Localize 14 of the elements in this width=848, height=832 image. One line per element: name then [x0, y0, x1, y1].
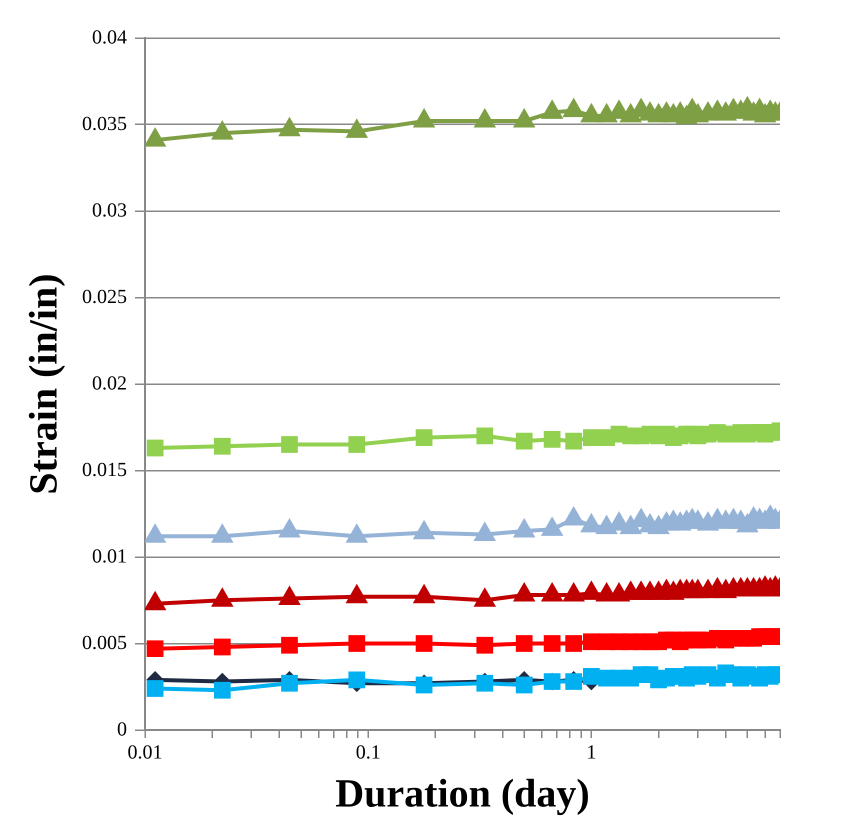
y-tick-label: 0.01 — [92, 545, 127, 568]
y-axis-title: Strain (in/in) — [20, 273, 66, 495]
x-axis-title: Duration (day) — [335, 770, 590, 816]
y-tick-label: 0.025 — [82, 286, 127, 308]
y-tick-label: 0.035 — [82, 112, 127, 135]
y-tick-label: 0 — [117, 718, 127, 740]
y-tick-label: 0.02 — [92, 372, 127, 394]
x-tick-label: 1 — [586, 741, 596, 764]
x-tick-label: 0.1 — [356, 741, 381, 764]
y-tick-label: 0.04 — [92, 26, 127, 48]
x-tick-label: 0.01 — [128, 741, 162, 764]
y-tick-label: 0.005 — [82, 632, 127, 654]
y-tick-label: 0.03 — [92, 199, 127, 222]
y-tick-label: 0.015 — [82, 458, 127, 481]
